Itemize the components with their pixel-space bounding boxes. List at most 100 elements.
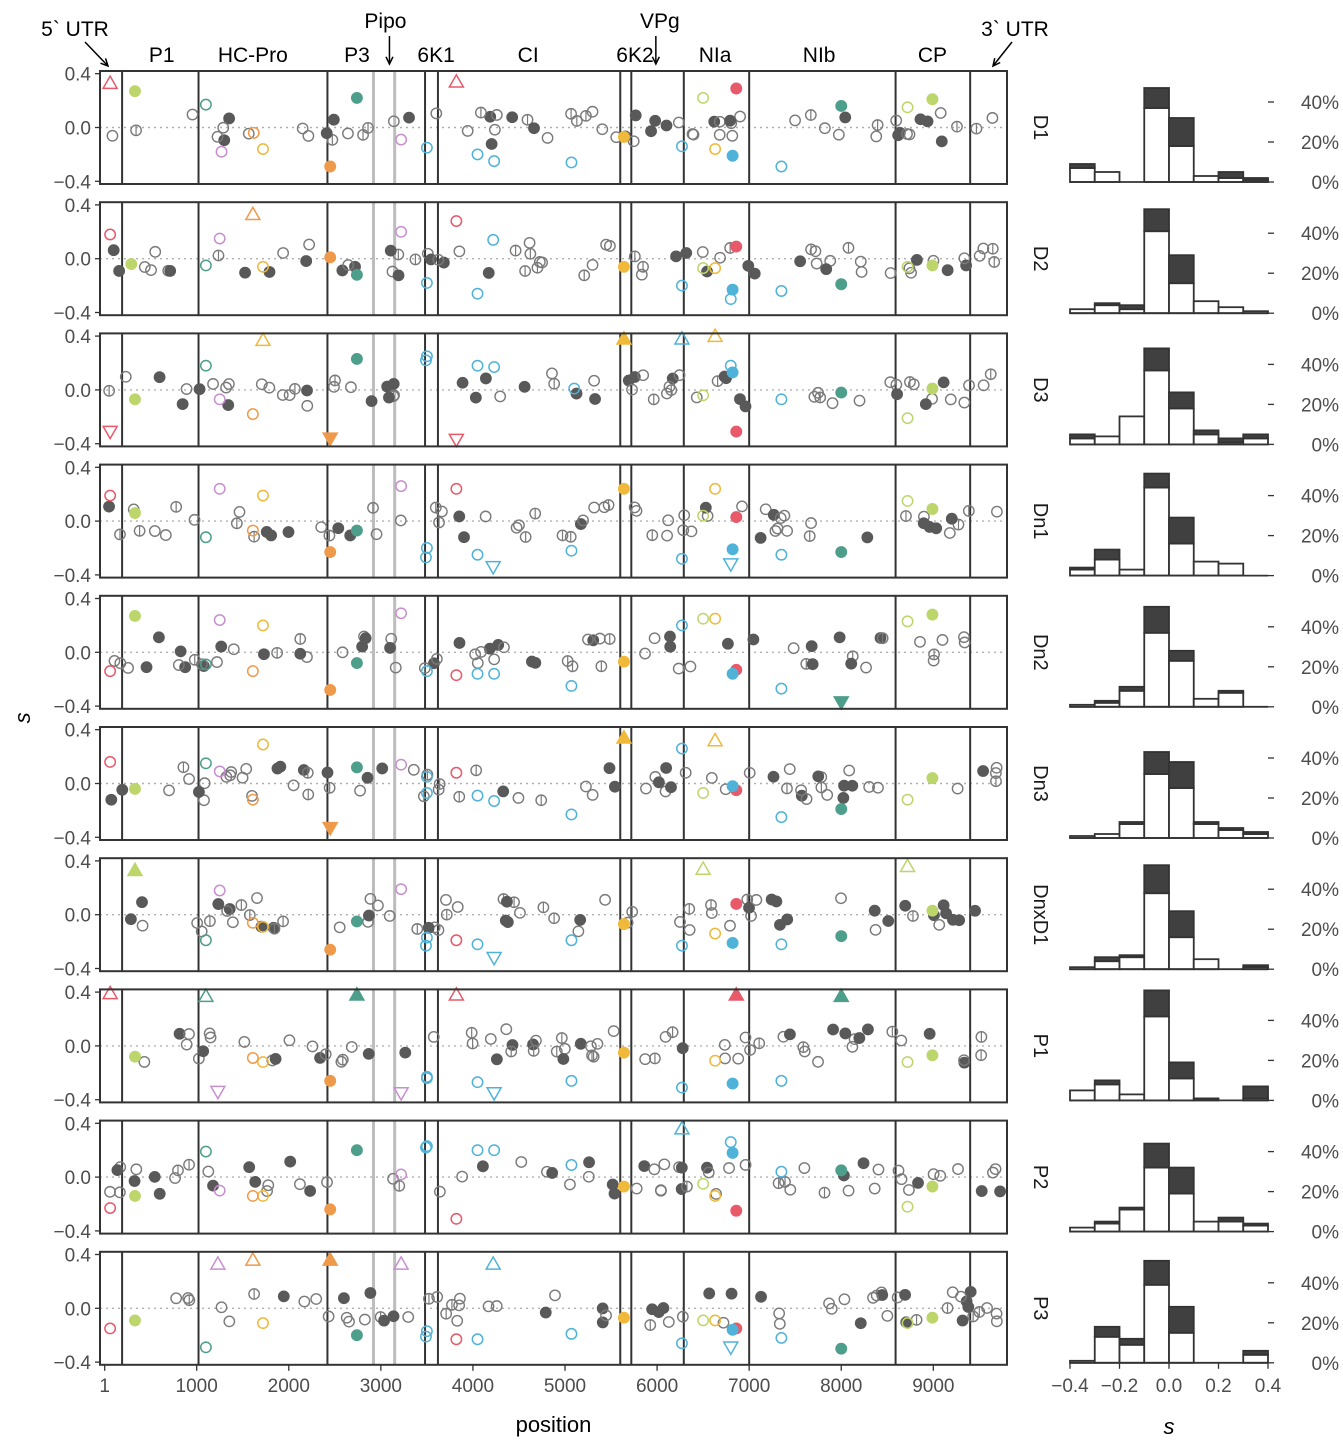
background-point xyxy=(423,1292,435,1305)
data-point xyxy=(209,1085,227,1101)
background-point xyxy=(827,1023,839,1036)
background-point xyxy=(719,1052,731,1065)
data-point xyxy=(724,1136,737,1149)
background-point xyxy=(934,107,947,119)
y-tick-label: −0.4 xyxy=(53,435,91,456)
background-point xyxy=(263,381,276,394)
background-point xyxy=(453,1299,466,1312)
background-point xyxy=(713,128,726,141)
data-point xyxy=(726,780,739,793)
background-point xyxy=(271,646,284,659)
background-point xyxy=(193,383,206,396)
background-point xyxy=(588,374,601,387)
background-point xyxy=(453,245,466,258)
background-point xyxy=(376,762,389,775)
histogram-dnxd1: 40% 20% 0% xyxy=(1069,864,1339,981)
data-point xyxy=(324,1203,337,1216)
background-point xyxy=(203,1027,216,1040)
data-point xyxy=(730,82,743,95)
data-point xyxy=(101,425,119,441)
background-point xyxy=(587,1050,600,1063)
hist-bar-white xyxy=(1143,631,1170,708)
background-point xyxy=(315,521,328,534)
data-point xyxy=(676,279,688,292)
data-point xyxy=(724,293,737,306)
data-point xyxy=(246,1052,259,1064)
data-point xyxy=(835,100,848,112)
y-tick-label: −0.4 xyxy=(53,960,91,981)
hist-x-tick-label: −0.4 xyxy=(1051,1376,1089,1397)
background-point xyxy=(505,1045,518,1058)
background-point xyxy=(578,269,591,282)
background-point xyxy=(114,528,126,541)
background-point xyxy=(218,134,231,147)
data-point xyxy=(730,425,743,438)
background-point xyxy=(336,1053,349,1066)
data-point xyxy=(727,986,745,1001)
data-point xyxy=(350,524,363,537)
background-point xyxy=(304,1185,317,1197)
hist-bar-dark xyxy=(1168,254,1195,285)
background-point xyxy=(626,905,639,918)
data-point xyxy=(901,793,914,806)
background-point xyxy=(251,892,263,904)
background-point xyxy=(186,108,199,121)
background-point xyxy=(892,129,905,142)
data-point xyxy=(324,546,337,558)
background-point xyxy=(784,1183,797,1196)
data-point xyxy=(324,160,337,173)
background-point xyxy=(838,779,850,792)
hist-bar-dark xyxy=(1093,1079,1121,1086)
background-point xyxy=(705,771,718,784)
data-point xyxy=(676,742,688,755)
x-tick-label: 1 xyxy=(99,1376,110,1397)
hist-y-tick-label: 40% xyxy=(1301,355,1339,376)
background-point xyxy=(265,529,278,542)
hist-bar-white xyxy=(1192,560,1220,577)
background-point xyxy=(479,372,492,385)
hist-bar-white xyxy=(1093,1222,1121,1233)
data-point xyxy=(246,665,259,678)
data-point xyxy=(775,548,788,561)
data-point xyxy=(215,145,228,158)
background-point xyxy=(212,249,225,262)
data-point xyxy=(129,1189,141,1202)
background-point xyxy=(466,1037,479,1050)
background-point xyxy=(661,529,673,542)
data-point xyxy=(395,480,408,493)
background-point xyxy=(789,114,801,127)
data-point xyxy=(676,1337,688,1350)
background-point xyxy=(714,251,726,264)
background-point xyxy=(383,910,396,922)
hist-y-tick-label: 20% xyxy=(1301,658,1339,679)
hist-bar-white xyxy=(1143,107,1170,183)
x-tick-label: 1000 xyxy=(176,1376,218,1397)
background-point xyxy=(399,1046,412,1059)
background-point xyxy=(750,894,763,906)
hist-bar-white xyxy=(1168,145,1195,183)
data-point xyxy=(709,1189,722,1202)
data-point xyxy=(709,612,722,625)
data-point xyxy=(565,934,578,947)
data-point xyxy=(676,619,688,632)
background-point xyxy=(249,1175,262,1188)
background-point xyxy=(528,122,540,135)
background-point xyxy=(287,779,300,792)
data-point xyxy=(197,987,215,1003)
background-point xyxy=(124,913,137,926)
data-point xyxy=(835,278,848,291)
data-point xyxy=(247,126,260,139)
background-point xyxy=(917,517,930,530)
background-point xyxy=(754,531,767,544)
data-point xyxy=(709,262,722,275)
hist-bar-white xyxy=(1168,1331,1195,1364)
data-point xyxy=(104,489,117,502)
data-point xyxy=(129,782,141,795)
hist-bar-white xyxy=(1093,171,1121,183)
hist-bar-dark xyxy=(1143,1142,1170,1169)
background-point xyxy=(645,125,657,138)
data-point xyxy=(246,916,259,929)
background-point xyxy=(975,1185,988,1197)
hist-bar-dark xyxy=(1143,472,1170,489)
data-point xyxy=(199,658,212,671)
